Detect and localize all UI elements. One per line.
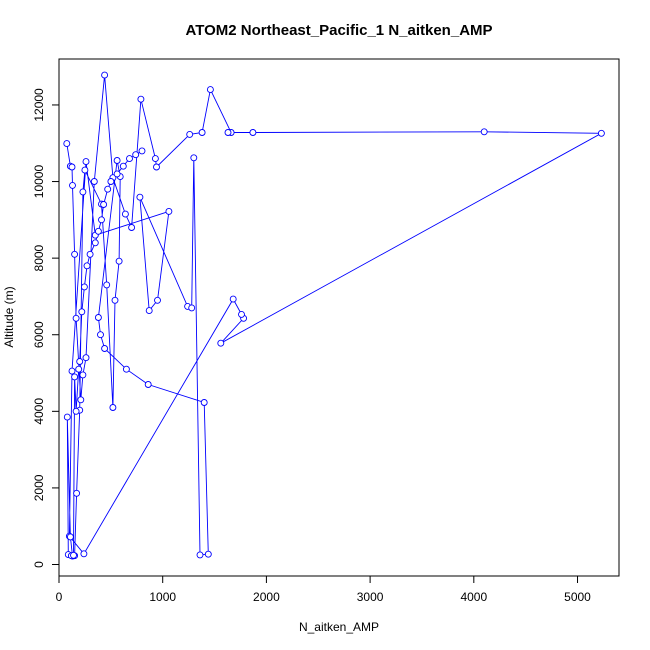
data-point [238, 310, 245, 318]
data-point [104, 185, 112, 193]
data-point [165, 207, 173, 215]
data-point [63, 140, 71, 148]
x-tick-label: 5000 [564, 590, 591, 604]
data-point [186, 130, 194, 138]
data-point [63, 413, 71, 421]
data-point [71, 373, 79, 381]
data-point [115, 257, 123, 265]
data-point [145, 307, 153, 315]
data-point [78, 308, 86, 316]
data-point [72, 314, 80, 322]
data-point [132, 151, 140, 159]
y-tick-label: 12000 [32, 88, 46, 122]
data-point [122, 365, 130, 373]
data-point [196, 551, 204, 559]
data-point [70, 551, 77, 559]
data-point [597, 129, 605, 137]
data-point [90, 178, 98, 185]
data-point [86, 250, 94, 258]
data-point [101, 345, 109, 352]
data-point [200, 399, 208, 406]
x-tick-label: 4000 [460, 590, 487, 604]
data-point [154, 296, 161, 304]
x-axis: 0 1000 2000 3000 4000 5000 [56, 576, 591, 604]
data-point [66, 533, 74, 541]
x-axis-label: N_aitken_AMP [299, 620, 379, 634]
y-tick-label: 0 [32, 561, 46, 568]
data-point [103, 281, 111, 289]
chart-title: ATOM2 Northeast_Pacific_1 N_aitken_AMP [185, 22, 492, 39]
data-point [113, 157, 121, 164]
data-point [480, 128, 488, 136]
data-point [206, 86, 214, 94]
x-tick-label: 2000 [253, 590, 280, 604]
data-point [113, 170, 121, 178]
y-axis: 0 2000 4000 6000 8000 10000 12000 [32, 88, 59, 568]
y-tick-label: 4000 [32, 398, 46, 425]
data-point [94, 314, 102, 321]
data-point [224, 129, 232, 136]
data-point [75, 365, 83, 373]
data-point [101, 71, 109, 79]
data-point [73, 489, 81, 497]
data-point [217, 339, 225, 347]
data-point [151, 155, 159, 163]
y-tick-label: 10000 [32, 165, 46, 199]
data-point [81, 166, 89, 174]
data-point [82, 158, 90, 166]
data-point [79, 188, 87, 196]
data-point [80, 550, 88, 558]
data-point [138, 147, 146, 155]
data-point [109, 404, 117, 411]
data-point [94, 227, 102, 235]
data-point [98, 216, 105, 224]
data-point [249, 129, 257, 136]
data-point [111, 296, 119, 304]
data-point [229, 295, 237, 303]
data-point [71, 250, 79, 258]
data-point [72, 407, 80, 415]
data-point [82, 354, 90, 362]
data-point [137, 95, 145, 103]
series-layer [63, 71, 605, 560]
plot-frame [58, 58, 620, 577]
data-point [121, 210, 129, 218]
y-tick-label: 8000 [32, 244, 46, 271]
y-tick-label: 6000 [32, 321, 46, 348]
data-point [76, 358, 84, 365]
data-point [204, 550, 212, 558]
data-point [68, 163, 76, 171]
x-tick-label: 0 [56, 590, 63, 604]
data-point [128, 224, 136, 231]
x-tick-label: 1000 [149, 590, 176, 604]
data-point [126, 155, 133, 163]
data-point [119, 162, 127, 170]
x-tick-label: 3000 [357, 590, 384, 604]
data-point [144, 381, 152, 388]
y-tick-label: 2000 [32, 474, 46, 501]
y-axis-label: Altitude (m) [2, 286, 16, 347]
data-point [153, 163, 160, 171]
data-point [69, 181, 76, 189]
data-point [190, 154, 198, 162]
data-point [107, 178, 115, 185]
data-point [83, 262, 91, 270]
data-point [80, 283, 88, 291]
data-point [188, 304, 196, 312]
data-point [79, 371, 87, 379]
data-point [97, 331, 104, 339]
data-point [68, 367, 76, 375]
series-line [66, 75, 604, 557]
data-point [198, 129, 206, 136]
data-point [77, 396, 85, 404]
data-point [100, 201, 108, 208]
data-point [136, 193, 144, 201]
data-point [91, 239, 99, 247]
